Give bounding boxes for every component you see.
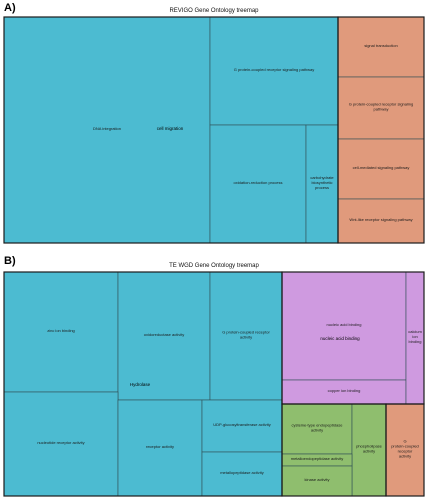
tile-label: metalloendopeptidase activity <box>291 456 343 461</box>
tile-label: nucleic acid binding <box>327 322 362 327</box>
tile-label: receptor activity <box>146 444 174 449</box>
treemap-group-outline <box>337 16 425 244</box>
tile-label: G protein-coupled receptor signaling pat… <box>234 67 315 72</box>
treemap-a-title: REVIGO Gene Ontology treemap <box>169 8 259 14</box>
treemap-tile <box>117 399 203 497</box>
tile-label: DNA integration <box>93 126 121 131</box>
panel-a-label: A) <box>4 2 16 14</box>
tile-label: G protein-coupled receptor activity <box>222 330 270 340</box>
treemap-tile <box>201 451 283 497</box>
tile-label: zinc ion binding <box>47 328 75 333</box>
treemap-tile <box>337 138 425 200</box>
treemap-tile <box>209 124 307 244</box>
tile-label: copper ion binding <box>328 388 361 393</box>
treemap-tile <box>281 465 353 497</box>
treemap-tile <box>337 76 425 140</box>
treemap-tile <box>3 271 119 393</box>
treemap-tile <box>209 16 339 126</box>
group-label: nucleic acid binding <box>320 336 360 341</box>
group-label: cell migration <box>157 126 184 131</box>
treemap-tile <box>351 403 387 497</box>
tile-label: phospholipase activity <box>356 444 383 454</box>
tile-label: cysteine-type endopeptidase activity <box>292 423 344 433</box>
tile-label: UDP-glucosyltransferase activity <box>213 422 271 427</box>
panel-b-label: B) <box>4 255 16 267</box>
treemap-tile <box>201 399 283 453</box>
group-label: Hydrolase <box>130 382 151 387</box>
tile-label: calcium ion binding <box>408 329 422 344</box>
treemap-group-outline <box>385 403 425 497</box>
tile-label: cell-mediated signaling pathway <box>353 165 410 170</box>
tile-label: signal transduction <box>364 43 397 48</box>
tile-label: nucleotide receptor activity <box>37 440 84 445</box>
treemap-tile <box>281 379 407 405</box>
tile-label: metallopeptidase activity <box>220 470 264 475</box>
tile-label: oxidation-reduction process <box>234 180 283 185</box>
treemap-b-title: TE WGD Gene Ontology treemap <box>169 263 259 269</box>
treemap-tile <box>281 271 407 381</box>
treemap-tile <box>281 403 353 455</box>
tile-label: Wnt-like receptor signaling pathway <box>349 217 412 222</box>
treemap-tile <box>305 124 339 244</box>
treemap-tile <box>3 391 119 497</box>
tile-label: G protein-coupled receptor signaling path… <box>349 102 413 112</box>
tile-label: oxidoreductase activity <box>144 332 184 337</box>
treemap-tile <box>117 271 211 401</box>
tile-label: kinase activity <box>305 477 330 482</box>
tile-label: carbohydrate biosynthetic process <box>310 175 334 190</box>
